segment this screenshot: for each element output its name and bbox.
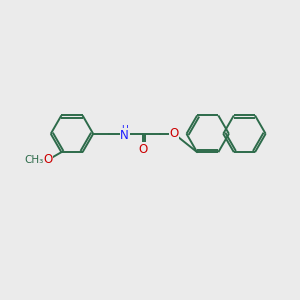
Text: CH₃: CH₃ — [24, 155, 44, 165]
Text: O: O — [138, 142, 148, 156]
Text: H: H — [121, 125, 128, 134]
Text: N: N — [120, 129, 129, 142]
Text: O: O — [44, 153, 53, 166]
Text: O: O — [169, 127, 179, 140]
